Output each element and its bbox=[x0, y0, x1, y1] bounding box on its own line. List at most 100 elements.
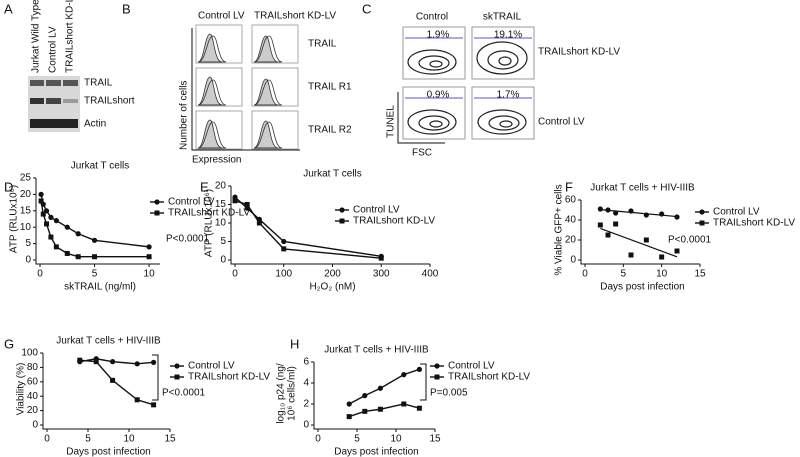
marker bbox=[346, 414, 352, 420]
marker bbox=[40, 211, 46, 217]
y-tick-label: 15 bbox=[20, 205, 32, 216]
x-axis-label: H₂O₂ (nM) bbox=[309, 282, 355, 293]
histogram-row-label: TRAIL bbox=[308, 39, 337, 50]
legend-label: TRAILshort KD-LV bbox=[188, 372, 270, 383]
regression-line bbox=[600, 209, 678, 218]
legend-label: Control LV bbox=[188, 361, 235, 372]
marker bbox=[605, 232, 611, 238]
marker bbox=[674, 248, 680, 254]
x-tick-label: 400 bbox=[422, 269, 439, 280]
legend-marker bbox=[434, 363, 440, 369]
y-tick-label: 60 bbox=[27, 376, 39, 387]
x-axis-label: skTRAIL (ng/ml) bbox=[64, 282, 136, 293]
legend-marker bbox=[339, 218, 345, 224]
marker bbox=[110, 359, 116, 365]
blot-row-label: Actin bbox=[84, 119, 106, 130]
marker bbox=[64, 250, 70, 256]
marker bbox=[77, 357, 83, 363]
marker bbox=[674, 214, 680, 220]
marker bbox=[48, 234, 54, 240]
y-tick-label: 0 bbox=[25, 255, 31, 266]
panel-label: F bbox=[565, 179, 573, 194]
marker bbox=[377, 385, 383, 391]
legend-marker bbox=[339, 207, 345, 213]
legend-marker bbox=[154, 199, 160, 205]
flow-column-label: skTRAIL bbox=[483, 12, 522, 23]
flow-x-label: FSC bbox=[412, 148, 432, 159]
y-tick-label: 40 bbox=[565, 215, 577, 226]
marker bbox=[659, 211, 665, 217]
x-tick-label: 0 bbox=[37, 269, 43, 280]
y-tick-label: 5 bbox=[25, 238, 31, 249]
bracket bbox=[152, 354, 159, 401]
x-tick-label: 0 bbox=[315, 434, 321, 445]
marker bbox=[613, 221, 619, 227]
panel-label: H bbox=[290, 336, 299, 351]
marker bbox=[91, 237, 98, 243]
histogram-column-label: Control LV bbox=[198, 11, 245, 22]
legend-label: Control LV bbox=[353, 205, 400, 216]
y-tick-label: 15 bbox=[215, 199, 227, 210]
marker bbox=[38, 191, 44, 197]
annotation: P<0.0001 bbox=[166, 234, 210, 245]
y-tick-label: 20 bbox=[20, 189, 32, 200]
chart-title: Jurkat T cells + HIV-IIIB bbox=[324, 345, 429, 356]
y-tick-label: 25 bbox=[20, 173, 32, 184]
marker bbox=[362, 408, 368, 414]
marker bbox=[75, 254, 81, 260]
x-tick-label: 15 bbox=[429, 434, 441, 445]
marker bbox=[232, 198, 238, 204]
x-tick-label: 300 bbox=[373, 269, 390, 280]
y-tick-label: 10 bbox=[20, 222, 32, 233]
legend-marker bbox=[174, 363, 180, 369]
marker bbox=[362, 393, 368, 399]
y-axis-label: ATP (RLUx10⁶) bbox=[204, 189, 215, 257]
blot-column-label: Jurkat Wild Type bbox=[31, 0, 42, 73]
y-tick-label: 6 bbox=[303, 357, 309, 368]
y-axis-label: Viability (%) bbox=[16, 363, 27, 416]
annotation: P<0.0001 bbox=[668, 235, 712, 246]
y-tick-label: 60 bbox=[565, 195, 577, 206]
marker bbox=[92, 254, 98, 260]
legend-marker bbox=[434, 374, 440, 380]
marker bbox=[53, 244, 59, 250]
x-tick-label: 0 bbox=[582, 269, 588, 280]
marker bbox=[53, 218, 59, 224]
flow-y-label: TUNEL bbox=[386, 105, 397, 138]
y-tick-label: 0 bbox=[570, 255, 576, 266]
bracket bbox=[420, 363, 427, 401]
flow-column-label: Control bbox=[416, 12, 448, 23]
legend-marker bbox=[174, 374, 180, 380]
y-tick-label: 20 bbox=[27, 405, 39, 416]
flow-row-label: TRAILshort KD-LV bbox=[538, 47, 620, 58]
marker bbox=[64, 224, 70, 230]
marker bbox=[628, 252, 634, 258]
x-tick-label: 0 bbox=[44, 434, 50, 445]
x-tick-label: 10 bbox=[390, 434, 402, 445]
flow-percentage: 19.1% bbox=[494, 30, 522, 41]
y-tick-label: 0 bbox=[220, 255, 226, 266]
marker bbox=[244, 202, 250, 207]
x-tick-label: 15 bbox=[164, 434, 176, 445]
axes bbox=[35, 178, 160, 265]
y-axis-label: 10⁶ cells/ml) bbox=[287, 366, 298, 421]
flow-percentage: 0.9% bbox=[427, 90, 450, 101]
x-tick-label: 0 bbox=[232, 269, 238, 280]
legend-label: TRAILshort KD-LV bbox=[713, 218, 795, 229]
blot-row-label: TRAILshort bbox=[84, 96, 135, 107]
marker bbox=[597, 206, 603, 212]
histogram-frames bbox=[195, 24, 299, 150]
histogram-y-label: Number of cells bbox=[179, 81, 190, 150]
marker bbox=[659, 254, 665, 260]
histogram-column-label: TRAILshort KD-LV bbox=[254, 11, 336, 22]
x-tick-label: 5 bbox=[621, 269, 627, 280]
marker bbox=[134, 397, 140, 403]
chart-title: Jurkat T cells bbox=[71, 161, 130, 172]
flow-percentage: 1.9% bbox=[427, 30, 450, 41]
marker bbox=[401, 372, 407, 378]
y-tick-label: 40 bbox=[27, 391, 39, 402]
marker bbox=[643, 237, 649, 243]
y-tick-label: 5 bbox=[220, 236, 226, 247]
regression-line bbox=[600, 227, 678, 258]
marker bbox=[613, 210, 619, 216]
